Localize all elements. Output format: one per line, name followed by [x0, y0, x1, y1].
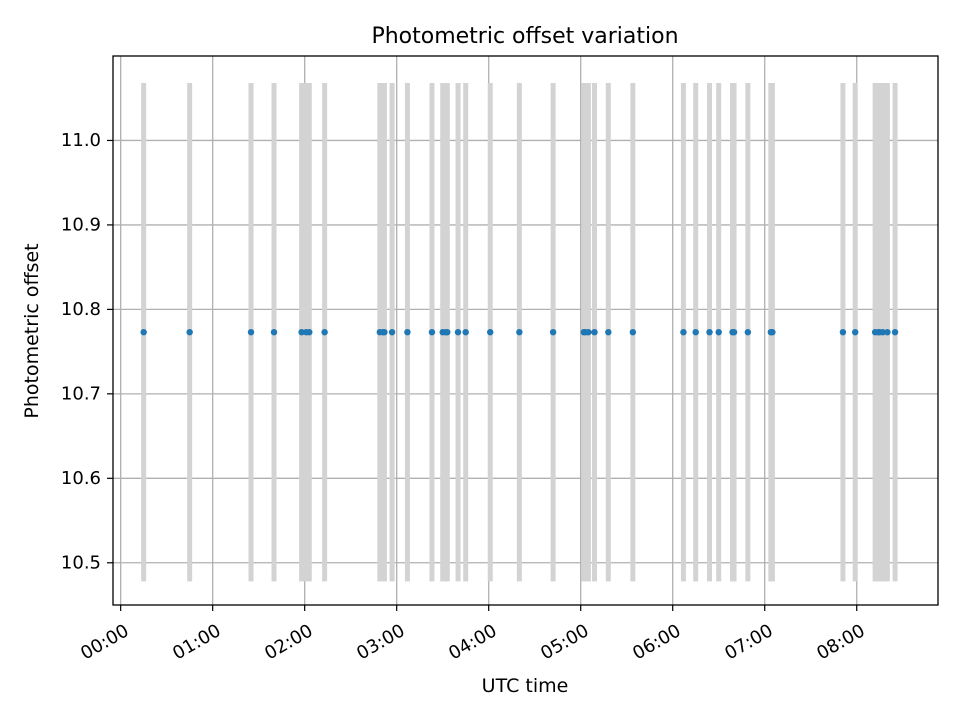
data-point [270, 328, 278, 336]
data-point [140, 328, 147, 336]
data-point [388, 328, 396, 336]
data-point [321, 328, 328, 336]
y-tick-label: 10.6 [61, 468, 101, 489]
y-tick-label: 11.0 [61, 130, 101, 151]
y-tick-label: 10.8 [61, 299, 101, 320]
plot-frame [112, 55, 939, 606]
data-point [247, 328, 255, 336]
data-point [306, 328, 313, 336]
data-point [680, 328, 687, 336]
data-point [605, 328, 612, 336]
data-point [462, 328, 469, 336]
data-point [884, 328, 891, 336]
data-point [487, 328, 494, 336]
data-point [381, 328, 388, 336]
x-axis-label: UTC time [482, 675, 569, 697]
y-tick-label: 10.5 [61, 552, 101, 573]
data-point [879, 328, 886, 336]
data-point [428, 328, 436, 336]
data-point [851, 328, 859, 336]
data-point [839, 328, 847, 336]
data-point [730, 328, 738, 336]
data-point [706, 328, 713, 336]
data-points [140, 328, 899, 336]
data-point [585, 328, 592, 336]
data-point [744, 328, 752, 336]
data-point [404, 328, 411, 336]
y-axis-label: Photometric offset [21, 243, 43, 418]
data-point [454, 328, 462, 336]
y-tick-label: 10.7 [61, 383, 101, 404]
data-point [629, 328, 637, 336]
data-point [516, 328, 523, 336]
y-axis: 10.5 10.6 10.7 10.8 10.9 11.0 [61, 130, 113, 573]
data-point [891, 328, 899, 336]
data-point [298, 328, 305, 336]
data-point [715, 328, 722, 336]
data-point [186, 328, 193, 336]
data-point [769, 328, 776, 336]
chart-title: Photometric offset variation [371, 24, 678, 49]
data-point [549, 328, 557, 336]
data-point [444, 328, 451, 336]
data-point [692, 328, 699, 336]
y-tick-label: 10.9 [61, 214, 101, 235]
data-point [591, 328, 598, 336]
